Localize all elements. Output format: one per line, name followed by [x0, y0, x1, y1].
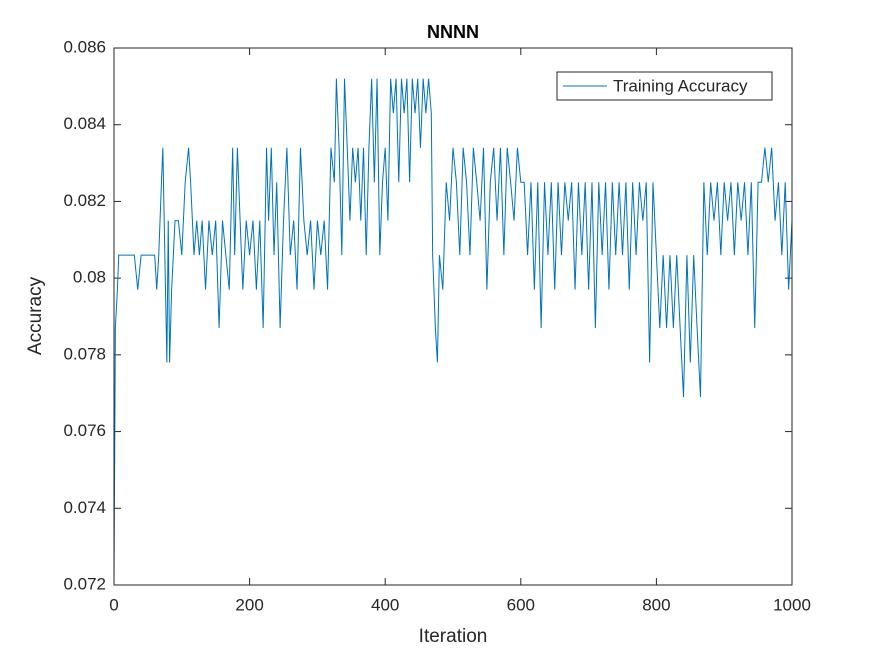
chart-title: NNNN: [427, 22, 479, 42]
y-tick-label: 0.074: [63, 498, 106, 517]
y-tick-label: 0.072: [63, 574, 106, 593]
x-axis-label: Iteration: [419, 626, 488, 647]
x-tick-label: 0: [109, 595, 118, 614]
y-tick-label: 0.078: [63, 344, 106, 363]
y-tick-label: 0.076: [63, 421, 106, 440]
x-tick-label: 600: [507, 595, 535, 614]
data-line: [113, 78, 793, 586]
y-tick-label: 0.086: [63, 37, 106, 56]
x-tick-label: 400: [371, 595, 399, 614]
legend-label: Training Accuracy: [613, 76, 748, 95]
y-axis-label: Accuracy: [25, 276, 46, 355]
x-tick-label: 800: [642, 595, 670, 614]
y-tick-label: 0.084: [63, 114, 106, 133]
x-tick-label: 200: [235, 595, 263, 614]
axes-box: [113, 47, 793, 586]
y-tick-label: 0.082: [63, 191, 106, 210]
y-tick-label: 0.08: [73, 268, 106, 287]
x-tick-label: 1000: [773, 595, 811, 614]
